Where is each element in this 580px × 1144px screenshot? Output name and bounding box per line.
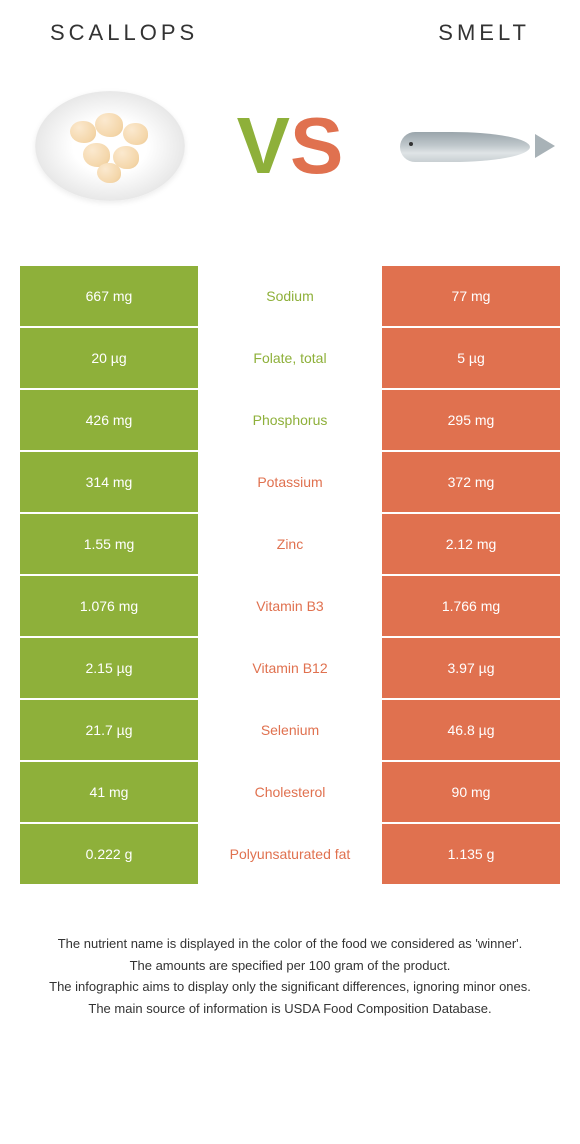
- nutrient-name: Folate, total: [200, 328, 380, 388]
- nutrient-table: 667 mgSodium77 mg20 µgFolate, total5 µg4…: [20, 266, 560, 884]
- vs-v: V: [237, 106, 290, 186]
- table-row: 2.15 µgVitamin B123.97 µg: [20, 638, 560, 698]
- nutrient-name: Cholesterol: [200, 762, 380, 822]
- footer-line: The amounts are specified per 100 gram o…: [30, 956, 550, 976]
- right-value: 46.8 µg: [380, 700, 560, 760]
- header: SCALLOPS SMELT: [0, 0, 580, 56]
- hero: VS: [0, 56, 580, 266]
- left-value: 0.222 g: [20, 824, 200, 884]
- footer-line: The main source of information is USDA F…: [30, 999, 550, 1019]
- vs-label: VS: [237, 106, 344, 186]
- table-row: 0.222 gPolyunsaturated fat1.135 g: [20, 824, 560, 884]
- nutrient-name: Zinc: [200, 514, 380, 574]
- left-value: 20 µg: [20, 328, 200, 388]
- right-value: 3.97 µg: [380, 638, 560, 698]
- left-value: 41 mg: [20, 762, 200, 822]
- nutrient-name: Phosphorus: [200, 390, 380, 450]
- table-row: 21.7 µgSelenium46.8 µg: [20, 700, 560, 760]
- right-value: 1.766 mg: [380, 576, 560, 636]
- left-value: 1.55 mg: [20, 514, 200, 574]
- right-value: 2.12 mg: [380, 514, 560, 574]
- smelt-image: [380, 76, 560, 216]
- nutrient-name: Vitamin B12: [200, 638, 380, 698]
- nutrient-name: Selenium: [200, 700, 380, 760]
- left-value: 21.7 µg: [20, 700, 200, 760]
- table-row: 314 mgPotassium372 mg: [20, 452, 560, 512]
- table-row: 41 mgCholesterol90 mg: [20, 762, 560, 822]
- table-row: 426 mgPhosphorus295 mg: [20, 390, 560, 450]
- nutrient-name: Potassium: [200, 452, 380, 512]
- left-value: 667 mg: [20, 266, 200, 326]
- left-value: 426 mg: [20, 390, 200, 450]
- left-value: 2.15 µg: [20, 638, 200, 698]
- right-value: 77 mg: [380, 266, 560, 326]
- nutrient-name: Sodium: [200, 266, 380, 326]
- title-right: SMELT: [438, 20, 530, 46]
- footer-line: The nutrient name is displayed in the co…: [30, 934, 550, 954]
- left-value: 1.076 mg: [20, 576, 200, 636]
- footer-notes: The nutrient name is displayed in the co…: [30, 934, 550, 1018]
- right-value: 90 mg: [380, 762, 560, 822]
- table-row: 1.55 mgZinc2.12 mg: [20, 514, 560, 574]
- right-value: 5 µg: [380, 328, 560, 388]
- nutrient-name: Vitamin B3: [200, 576, 380, 636]
- table-row: 20 µgFolate, total5 µg: [20, 328, 560, 388]
- footer-line: The infographic aims to display only the…: [30, 977, 550, 997]
- vs-s: S: [290, 106, 343, 186]
- right-value: 1.135 g: [380, 824, 560, 884]
- title-left: SCALLOPS: [50, 20, 198, 46]
- nutrient-name: Polyunsaturated fat: [200, 824, 380, 884]
- right-value: 372 mg: [380, 452, 560, 512]
- scallops-image: [20, 76, 200, 216]
- table-row: 1.076 mgVitamin B31.766 mg: [20, 576, 560, 636]
- right-value: 295 mg: [380, 390, 560, 450]
- left-value: 314 mg: [20, 452, 200, 512]
- table-row: 667 mgSodium77 mg: [20, 266, 560, 326]
